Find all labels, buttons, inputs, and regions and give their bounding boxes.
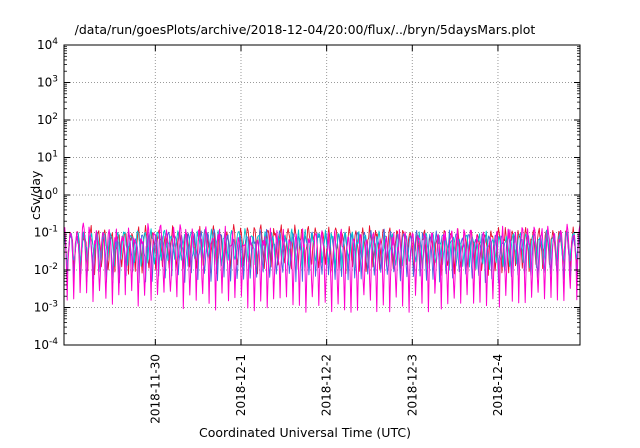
y-tick-label: 102 — [37, 112, 58, 127]
y-tick-label: 10-4 — [34, 337, 59, 352]
y-tick-label: 10-2 — [34, 262, 58, 277]
plot-title: /data/run/goesPlots/archive/2018-12-04/2… — [74, 22, 536, 37]
y-tick-label: 10-3 — [34, 300, 58, 315]
series-flux-magenta — [63, 222, 581, 313]
y-axis-label: cSv/day — [28, 170, 43, 220]
y-tick-label: 101 — [37, 150, 58, 165]
series-flux-cyan — [63, 228, 581, 271]
x-tick-label: 2018-12-1 — [234, 354, 248, 416]
x-tick-label: 2018-11-30 — [148, 354, 162, 424]
x-tick-label: 2018-12-4 — [491, 354, 505, 416]
y-tick-label: 10-1 — [34, 225, 58, 240]
y-tick-label: 104 — [37, 37, 58, 52]
x-tick-label: 2018-12-3 — [405, 354, 419, 416]
y-tick-label: 103 — [37, 75, 58, 90]
x-tick-label: 2018-12-2 — [320, 354, 334, 416]
x-axis-label: Coordinated Universal Time (UTC) — [199, 425, 411, 440]
